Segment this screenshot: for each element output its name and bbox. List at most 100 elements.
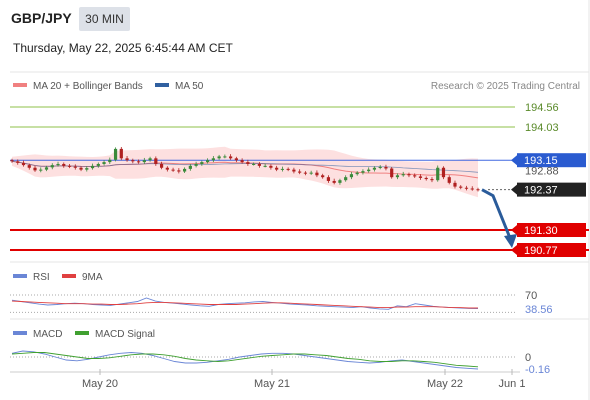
candle-body — [240, 160, 244, 163]
timestamp: Thursday, May 22, 2025 6:45:44 AM CET — [13, 41, 233, 55]
candle-body — [182, 168, 187, 172]
rsi-70-label: 70 — [525, 290, 537, 302]
last-price-label-pointer — [511, 184, 517, 195]
forecast-arrow-head — [504, 234, 517, 248]
candle-body — [476, 189, 480, 191]
support-2-label: 190.77 — [524, 245, 558, 257]
candle-body — [378, 166, 382, 168]
candle-body — [85, 168, 89, 170]
moving-averages-layer — [11, 160, 479, 179]
candle-body — [154, 158, 158, 164]
x-tick-label: May 20 — [82, 378, 118, 390]
candle-body — [44, 167, 49, 170]
timeframe-button[interactable]: 30 MIN — [79, 7, 130, 31]
support-2-label-pointer — [511, 245, 517, 255]
rsi-legend-swatch — [13, 274, 27, 278]
support-1-label-pointer — [511, 225, 517, 236]
candle-body — [136, 161, 141, 163]
candle-body — [395, 175, 400, 178]
candle-body — [200, 162, 204, 164]
last-price-ref-label: 192.88 — [525, 165, 559, 177]
candle-body — [464, 187, 469, 189]
candle-body — [131, 160, 135, 162]
candle-body — [96, 163, 100, 166]
x-tick-label: Jun 1 — [499, 378, 526, 390]
candle-body — [390, 168, 394, 178]
candle-body — [188, 165, 192, 169]
x-tick-label: May 22 — [427, 378, 463, 390]
candle-body — [102, 162, 106, 164]
candle-body — [401, 174, 405, 176]
candle-body — [384, 166, 388, 169]
x-tick-label: May 21 — [254, 378, 290, 390]
candle-body — [211, 158, 215, 161]
candle-body — [447, 177, 451, 183]
candle-body — [275, 167, 279, 170]
candle-body — [441, 167, 446, 178]
macd-panel: 0-0.16 — [10, 350, 550, 376]
rsi-ma-legend-swatch — [62, 274, 76, 278]
candle-body — [79, 167, 83, 170]
candle-body — [338, 180, 342, 183]
candle-body — [67, 165, 72, 167]
chart-header: GBP/JPY 30 MIN Thursday, May 22, 2025 6:… — [0, 0, 590, 64]
ma50-line — [11, 160, 479, 173]
candle-body — [108, 159, 112, 163]
candle-body — [73, 166, 77, 168]
macd-signal-line — [11, 352, 479, 368]
candle-body — [33, 167, 37, 171]
candle-body — [223, 156, 227, 158]
candle-body — [246, 162, 250, 164]
ma20-legend-swatch — [13, 83, 27, 87]
macd-signal-legend-swatch — [75, 331, 89, 335]
candle-body — [229, 156, 233, 159]
candlesticks-layer — [10, 146, 480, 192]
candle-body — [217, 156, 221, 159]
candle-body — [407, 174, 411, 176]
time-axis: May 20 May 21 May 22 Jun 1 — [82, 369, 526, 390]
candle-body — [165, 167, 169, 170]
candle-body — [430, 179, 434, 181]
bollinger-bands-layer — [12, 146, 478, 198]
candle-body — [418, 176, 423, 178]
rsi-ma-legend-label: 9MA — [82, 272, 103, 283]
candle-body — [286, 168, 290, 170]
candle-body — [56, 163, 60, 166]
rsi-ma-line — [11, 300, 478, 309]
candle-body — [206, 160, 210, 163]
resistance-1-label: 194.03 — [525, 122, 559, 134]
candle-body — [148, 158, 152, 161]
candle-body — [177, 170, 181, 172]
candle-body — [321, 175, 325, 178]
candle-body — [269, 165, 273, 168]
candle-body — [234, 158, 238, 161]
candle-body — [344, 177, 348, 181]
candle-body — [292, 169, 296, 172]
candle-body — [171, 169, 175, 171]
candle-body — [263, 165, 267, 167]
support-1-label: 191.30 — [524, 225, 558, 237]
candle-body — [125, 158, 129, 161]
support-1-label-box — [517, 223, 586, 238]
pivot-label-pointer — [511, 155, 517, 166]
candle-body — [280, 168, 284, 170]
last-price-label: 192.37 — [524, 185, 558, 197]
candle-body — [470, 188, 474, 190]
candle-body — [10, 160, 14, 162]
candle-body — [315, 172, 319, 176]
candle-body — [459, 186, 463, 188]
candle-body — [62, 163, 66, 166]
support-2-label-box — [517, 243, 586, 257]
candle-body — [194, 163, 198, 166]
pivot-label: 193.15 — [524, 155, 558, 167]
candle-body — [119, 148, 123, 159]
candle-body — [298, 171, 302, 173]
candle-body — [252, 163, 256, 165]
candle-body — [303, 172, 308, 174]
copyright-credit: Research © 2025 Trading Central — [431, 81, 580, 92]
bollinger-band-area — [12, 146, 478, 198]
currency-pair-title: GBP/JPY — [11, 10, 72, 26]
macd-signal-legend-label: MACD Signal — [95, 329, 155, 340]
last-price-label-box — [517, 182, 586, 197]
forecast-arrow-line — [481, 188, 512, 239]
